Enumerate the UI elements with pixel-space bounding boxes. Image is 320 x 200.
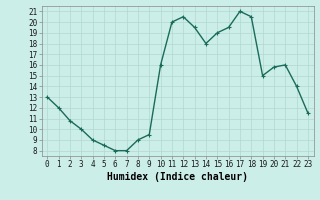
X-axis label: Humidex (Indice chaleur): Humidex (Indice chaleur) xyxy=(107,172,248,182)
